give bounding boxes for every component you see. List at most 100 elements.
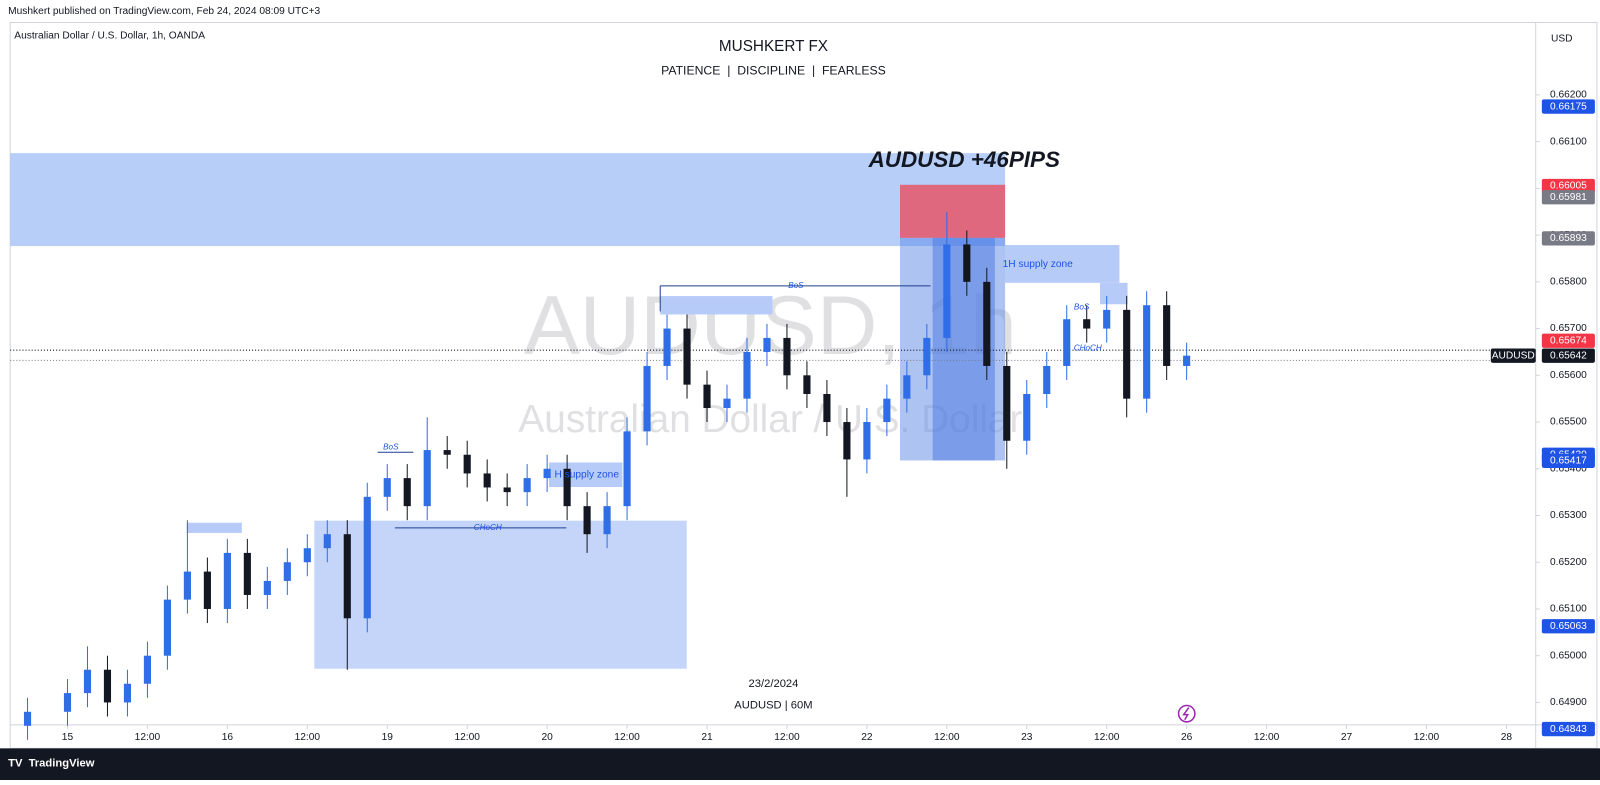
price-tag-label: 0.65063: [1550, 621, 1587, 632]
price-tag-label: 0.65642: [1550, 350, 1587, 361]
candle-body: [203, 571, 211, 609]
footer-logo: TV: [8, 758, 23, 770]
candle-body: [903, 375, 911, 399]
candle-body: [223, 552, 231, 609]
candle-body: [1083, 319, 1091, 329]
candle-body: [503, 487, 511, 493]
candle-body: [883, 398, 891, 423]
x-tick-label: 23: [1021, 732, 1033, 743]
candle-body: [583, 506, 591, 535]
candle-body: [263, 580, 271, 595]
demand-zone: [314, 520, 687, 669]
choch-label: CHoCH: [474, 523, 502, 532]
x-tick-label: 15: [62, 732, 74, 743]
zone: [186, 522, 242, 533]
x-tick-label: 12:00: [1094, 732, 1120, 743]
supply-zone-label: H supply zone: [554, 469, 619, 480]
candle-body: [1043, 365, 1051, 394]
candle-body: [783, 337, 791, 376]
candle-body: [523, 478, 531, 493]
price-tag-label: 0.64843: [1550, 724, 1587, 735]
stop-zone: [900, 184, 1006, 238]
candle-body: [923, 337, 931, 376]
candle-body: [1183, 355, 1191, 366]
footer-bar: [0, 748, 1600, 780]
price-tag-label: 0.65674: [1550, 335, 1587, 346]
candle-body: [363, 496, 371, 619]
candle-body: [103, 669, 112, 703]
candle-body: [823, 393, 831, 423]
candle-body: [623, 431, 631, 507]
x-tick-label: 26: [1181, 732, 1193, 743]
candle-body: [643, 365, 651, 432]
chart-subtitle: PATIENCE | DISCIPLINE | FEARLESS: [661, 64, 886, 78]
x-tick-label: 28: [1501, 732, 1513, 743]
candle-body: [283, 562, 291, 581]
price-tag: [1541, 99, 1595, 114]
x-tick-label: 12:00: [1414, 732, 1440, 743]
candle-body: [863, 422, 871, 460]
y-tick-label: 0.66100: [1550, 136, 1587, 147]
zone: [1100, 282, 1128, 305]
x-tick-label: 27: [1341, 732, 1353, 743]
candle-body: [1143, 305, 1151, 399]
candle-body: [983, 281, 991, 366]
y-tick-label: 0.65000: [1550, 650, 1587, 661]
bos-label: BoS: [788, 281, 804, 290]
alert-icon-bolt: [1182, 707, 1190, 721]
candle-body: [843, 422, 851, 460]
candle-body: [563, 468, 571, 507]
price-tag-label: 0.65417: [1550, 456, 1587, 467]
candle-body: [183, 571, 191, 600]
candle-body: [603, 506, 611, 535]
zone: [660, 296, 773, 315]
x-tick-label: 20: [541, 732, 553, 743]
y-tick-label: 0.65200: [1550, 557, 1587, 568]
price-tag: [1541, 721, 1595, 737]
price-tag: [1541, 190, 1595, 205]
candle-body: [443, 450, 451, 455]
candle-body: [1003, 365, 1011, 441]
symbol-tag-label: AUDUSD: [1492, 350, 1535, 361]
price-tag: [1541, 619, 1595, 634]
symbol-info: Australian Dollar / U.S. Dollar, 1h, OAN…: [14, 30, 205, 41]
candle-body: [1063, 319, 1071, 366]
candle-body: [963, 244, 971, 282]
candle-body: [683, 328, 691, 385]
price-tag-label: 0.66175: [1550, 101, 1587, 112]
candle-body: [463, 454, 471, 474]
candle-body: [743, 351, 751, 399]
zone: [548, 462, 623, 487]
candle-body: [63, 693, 72, 712]
candle-body: [1103, 309, 1111, 329]
choch-label: CHoCH: [1074, 343, 1102, 352]
timeframe-label: AUDUSD | 60M: [734, 699, 812, 711]
candle-body: [1123, 309, 1131, 399]
supply-zone-label: 1H supply zone: [1003, 259, 1074, 270]
x-tick-label: 12:00: [774, 732, 800, 743]
bos-label: BoS: [383, 442, 399, 451]
candle-body: [243, 552, 251, 595]
candle-body: [23, 711, 32, 726]
candle-body: [343, 534, 351, 619]
y-tick-label: 0.65600: [1550, 370, 1587, 381]
candle-body: [423, 450, 431, 507]
y-tick-label: 0.65300: [1550, 510, 1587, 521]
candle-body: [703, 384, 711, 409]
date-label: 23/2/2024: [749, 678, 799, 690]
candle-body: [723, 398, 731, 409]
candle-body: [543, 468, 551, 479]
x-tick-label: 12:00: [295, 732, 321, 743]
candle-body: [483, 473, 491, 488]
candle-body: [1023, 393, 1031, 441]
alert-icon[interactable]: [1177, 704, 1196, 723]
symbol-tag: [1490, 348, 1536, 363]
x-tick-label: 21: [701, 732, 713, 743]
price-tag-label: 0.65981: [1550, 192, 1587, 203]
x-tick-label: 16: [222, 732, 234, 743]
candle-body: [143, 655, 152, 684]
price-tag-label: 0.66005: [1550, 181, 1587, 192]
